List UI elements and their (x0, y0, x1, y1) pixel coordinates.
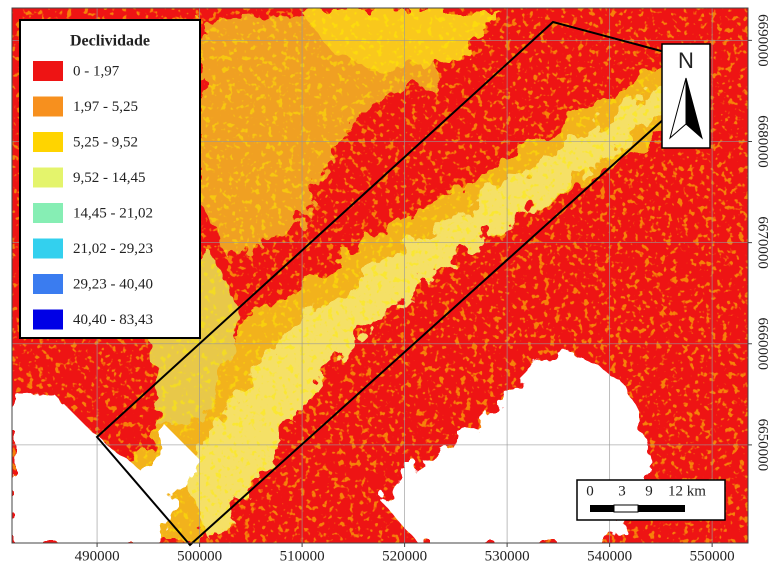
legend-label: 40,40 - 83,43 (73, 312, 153, 328)
north-label: N (678, 48, 694, 73)
legend-swatch (33, 61, 63, 81)
legend-title: Declividade (70, 33, 150, 50)
legend-swatch (33, 239, 63, 259)
x-tick-label: 520000 (382, 548, 427, 564)
x-tick-label: 490000 (75, 548, 120, 564)
legend: Declividade 0 - 1,97 1,97 - 5,25 5,25 - 9,… (20, 20, 200, 338)
scale-label: 0 (586, 483, 594, 499)
x-tick-label: 510000 (280, 548, 325, 564)
legend-label: 21,02 - 29,23 (73, 241, 153, 257)
x-tick-label: 550000 (690, 548, 735, 564)
scale-segment (590, 505, 614, 512)
x-tick-label: 530000 (485, 548, 530, 564)
y-tick-label: 6670000 (755, 216, 771, 269)
y-tick-label: 6660000 (755, 318, 771, 371)
legend-label: 5,25 - 9,52 (73, 134, 138, 150)
y-tick-label: 6680000 (755, 115, 771, 168)
legend-swatch (33, 274, 63, 294)
y-tick-label: 6690000 (755, 14, 771, 66)
legend-swatch (33, 132, 63, 152)
x-tick-label: 500000 (177, 548, 222, 564)
legend-swatch (33, 97, 63, 117)
scale-segment (614, 505, 638, 512)
legend-swatch (33, 168, 63, 188)
scale-segment (638, 505, 661, 512)
scale-label: 3 (618, 483, 626, 499)
scale-label: 12 km (668, 483, 706, 499)
x-tick-label: 540000 (587, 548, 632, 564)
map-figure: Declividade 0 - 1,97 1,97 - 5,25 5,25 - 9,… (0, 0, 773, 567)
legend-swatch (33, 310, 63, 330)
legend-label: 0 - 1,97 (73, 63, 120, 79)
y-tick-label: 6650000 (755, 419, 771, 472)
legend-label: 14,45 - 21,02 (73, 205, 153, 221)
scale-label: 9 (645, 483, 653, 499)
scale-bar: 0 3 9 12 km (577, 480, 725, 520)
legend-swatch (33, 203, 63, 223)
legend-label: 29,23 - 40,40 (73, 276, 153, 292)
north-arrow: N (662, 44, 710, 148)
scale-segment (661, 505, 685, 512)
legend-label: 1,97 - 5,25 (73, 99, 138, 115)
legend-label: 9,52 - 14,45 (73, 170, 146, 186)
